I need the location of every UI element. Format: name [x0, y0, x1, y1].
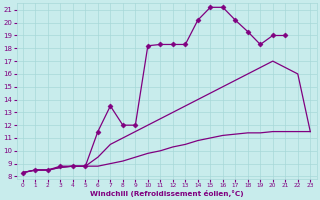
X-axis label: Windchill (Refroidissement éolien,°C): Windchill (Refroidissement éolien,°C): [90, 190, 244, 197]
